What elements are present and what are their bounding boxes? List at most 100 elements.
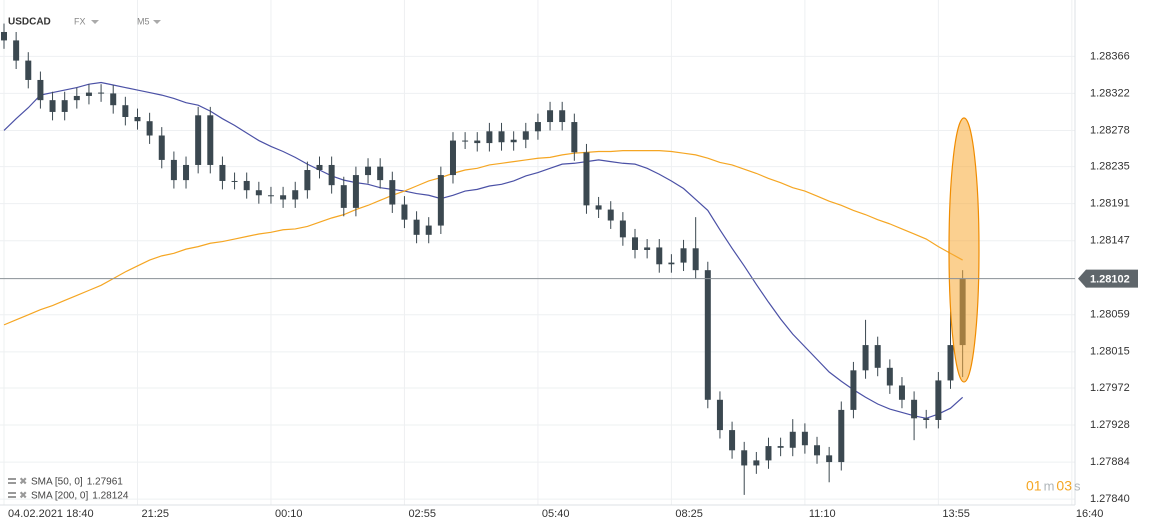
x-tick-label: 00:10: [275, 508, 303, 520]
candle-body: [935, 380, 942, 420]
candle-body: [814, 445, 821, 456]
candle-body: [316, 164, 323, 171]
candle-body: [401, 204, 408, 220]
candle-body: [595, 205, 602, 210]
candle-body: [510, 139, 517, 143]
candle-body: [61, 100, 68, 112]
candle-body: [729, 430, 736, 451]
y-tick-label: 1.27884: [1090, 456, 1130, 468]
legend-name: SMA [200, 0]: [31, 491, 88, 502]
candle-body: [98, 92, 105, 94]
y-tick-label: 1.28191: [1090, 198, 1130, 210]
y-tick-label: 1.27840: [1090, 493, 1130, 505]
candle-body: [85, 92, 92, 96]
y-tick-label: 1.28015: [1090, 346, 1130, 358]
candle-body: [534, 122, 541, 132]
candle-body: [777, 446, 784, 448]
sma-line: [3, 81, 964, 419]
candle-body: [850, 370, 857, 410]
candle-body: [280, 195, 287, 200]
candle-body: [425, 225, 432, 235]
candle-body: [146, 121, 153, 136]
legend-value: 1.28124: [92, 491, 129, 502]
y-tick-label: 1.28235: [1090, 161, 1130, 173]
sma-line: [3, 150, 963, 326]
candle-body: [838, 409, 845, 463]
y-tick-label: 1.27972: [1090, 382, 1130, 394]
candle-body: [134, 116, 141, 122]
candle-body: [219, 164, 226, 181]
candle-body: [947, 345, 954, 381]
legend-close[interactable]: ✖: [19, 477, 27, 488]
candle-body: [365, 166, 372, 176]
countdown: s: [1074, 478, 1081, 493]
candle-body: [826, 455, 833, 463]
candle-body: [340, 185, 347, 208]
candle-body: [413, 219, 420, 235]
candle-body: [607, 209, 614, 221]
x-tick-label: 04.02.2021 18:40: [8, 508, 94, 520]
candle-body: [13, 40, 20, 61]
y-tick-label: 1.27928: [1090, 419, 1130, 431]
candle-body: [243, 180, 250, 191]
candle-body: [73, 95, 80, 101]
y-tick-label: 1.28147: [1090, 235, 1130, 247]
candle-body: [898, 385, 905, 400]
highlight-ellipse: [948, 117, 980, 383]
x-tick-label: 21:25: [141, 508, 169, 520]
countdown: 03: [1056, 478, 1072, 494]
candle-body: [462, 140, 469, 142]
candle-body: [862, 345, 869, 371]
x-tick-label: 02:55: [408, 508, 436, 520]
candle-body: [352, 175, 359, 208]
legend-icon: [8, 478, 16, 480]
candle-body: [437, 175, 444, 226]
countdown: 01: [1026, 478, 1042, 494]
x-tick-label: 16:40: [1076, 508, 1104, 520]
market[interactable]: FX: [74, 16, 86, 26]
x-tick-label: 08:25: [675, 508, 703, 520]
candle-body: [292, 190, 299, 200]
candle-body: [911, 399, 918, 419]
candle-body: [801, 431, 808, 446]
y-tick-label: 1.28278: [1090, 124, 1130, 136]
candle-body: [377, 166, 384, 181]
candle-body: [304, 170, 311, 191]
candle-body: [255, 190, 262, 196]
candle-body: [692, 248, 699, 271]
interval[interactable]: M5: [137, 16, 150, 26]
candle-body: [874, 345, 881, 368]
candle-body: [923, 418, 930, 420]
candle-body: [49, 100, 56, 112]
candle-body: [267, 195, 274, 197]
candle-body: [195, 115, 202, 165]
countdown: m: [1044, 478, 1055, 493]
candle-body: [522, 131, 529, 140]
candle-body: [389, 180, 396, 205]
candle-body: [158, 135, 165, 160]
candle-body: [656, 247, 663, 265]
candle-body: [37, 79, 44, 101]
candle-body: [583, 152, 590, 206]
axes: 1.28366 1.28322 1.28278 1.28235 1.28191 1.281…: [0, 0, 1138, 520]
candle-body: [571, 122, 578, 153]
candle-body: [1, 31, 8, 41]
legend-close[interactable]: ✖: [19, 491, 27, 502]
candle-body: [231, 180, 238, 182]
dropdown-arrow[interactable]: [91, 20, 99, 24]
candle-body: [680, 248, 687, 263]
dropdown-arrow[interactable]: [153, 20, 161, 24]
legend-icon: [8, 482, 16, 484]
candle-body: [183, 164, 190, 181]
candle-body: [547, 110, 554, 123]
candle-body: [619, 220, 626, 238]
x-tick-label: 05:40: [542, 508, 570, 520]
candle-body: [753, 460, 760, 466]
symbol[interactable]: USDCAD: [8, 17, 51, 28]
candle-body: [25, 60, 32, 80]
legend-icon: [8, 496, 16, 498]
legend-icon: [8, 492, 16, 494]
candle-body: [765, 446, 772, 461]
x-tick-label: 13:55: [942, 508, 970, 520]
